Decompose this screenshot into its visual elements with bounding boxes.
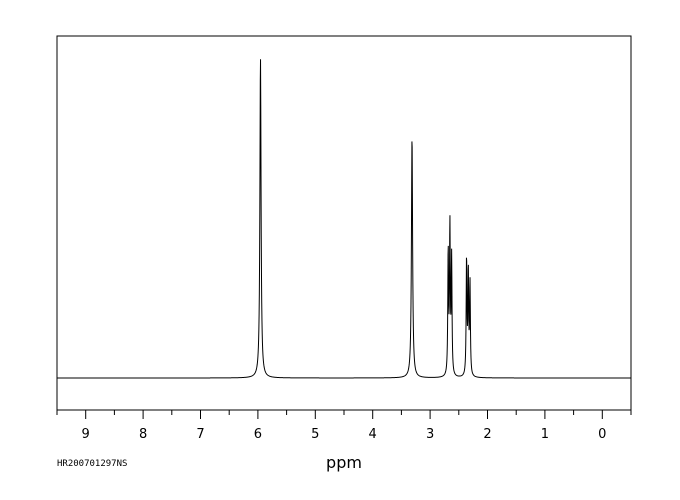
tick-label: 1 xyxy=(541,427,549,442)
plot-frame xyxy=(56,35,632,411)
tick-label: 8 xyxy=(139,427,147,442)
tick-label: 6 xyxy=(254,427,262,442)
tick-label: 4 xyxy=(369,427,377,442)
spectrum-line xyxy=(57,59,631,379)
x-axis-tick-labels: 9 8 7 6 5 4 3 2 1 0 xyxy=(82,427,607,442)
tick-label: 9 xyxy=(82,427,90,442)
x-axis-ticks xyxy=(56,410,632,419)
tick-label: 0 xyxy=(598,427,606,442)
tick-label: 3 xyxy=(426,427,434,442)
spectrum-id: HR200701297NS xyxy=(57,459,127,469)
tick-label: 7 xyxy=(196,427,204,442)
tick-label: 2 xyxy=(483,427,491,442)
tick-label: 5 xyxy=(311,427,319,442)
x-axis-label: ppm xyxy=(326,453,362,472)
